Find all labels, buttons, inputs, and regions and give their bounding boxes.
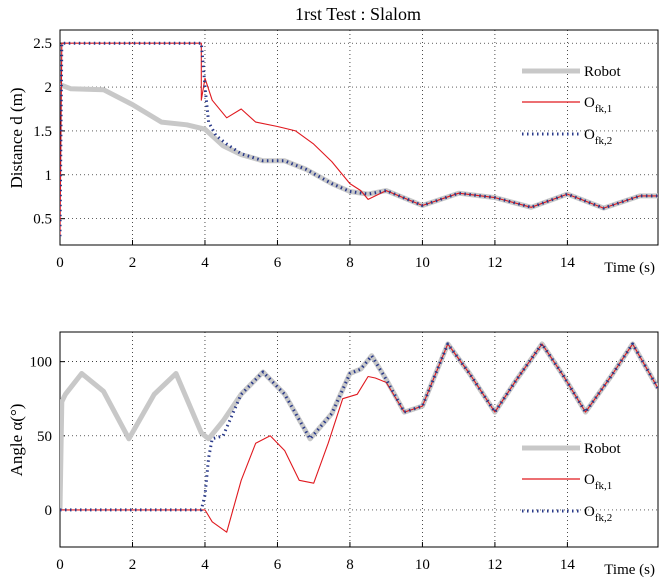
x-axis-label: Time (s) <box>604 260 655 276</box>
y-tick-label: 1 <box>45 168 53 184</box>
angle-chart: 0 2 4 6 8 10 12 14 0 50 100 Angle α(°) Time (s) Ro… <box>7 331 659 578</box>
y-tick-label: 2 <box>45 80 53 96</box>
tick-labels: 0 2 4 6 8 10 12 14 0.5 1 1.5 2 2.5 <box>33 36 575 271</box>
plot-frame <box>59 331 659 548</box>
series-line-ofk1 <box>60 42 658 237</box>
legend-label-robot: Robot <box>584 64 622 80</box>
legend-label-ofk2: Ofk,2 <box>584 504 612 524</box>
x-tick-label: 4 <box>201 557 209 573</box>
legend: Robot Ofk,1 Ofk,2 <box>522 441 622 524</box>
x-tick-label: 0 <box>56 557 64 573</box>
x-tick-label: 0 <box>56 255 64 271</box>
x-tick-label: 6 <box>274 557 282 573</box>
grid <box>59 332 658 547</box>
x-tick-label: 12 <box>487 557 502 573</box>
y-tick-label: 50 <box>37 429 52 445</box>
series-group <box>60 341 658 533</box>
x-tick-label: 10 <box>415 557 430 573</box>
legend: Robot Ofk,1 Ofk,2 <box>522 64 622 147</box>
series-line-ofk2 <box>60 41 658 237</box>
y-tick-label: 2.5 <box>33 36 52 52</box>
y-tick-label: 0 <box>45 503 53 519</box>
plot-frame <box>59 29 659 246</box>
legend-label-ofk1: Ofk,1 <box>584 95 612 115</box>
x-tick-label: 10 <box>415 255 430 271</box>
y-tick-label: 1.5 <box>33 124 52 140</box>
series-group <box>60 41 658 237</box>
x-tick-label: 6 <box>274 255 282 271</box>
x-tick-label: 2 <box>129 557 137 573</box>
x-tick-label: 8 <box>346 557 354 573</box>
x-axis-label: Time (s) <box>604 562 655 578</box>
legend-label-robot: Robot <box>584 441 622 457</box>
y-axis-label: Distance d (m) <box>7 87 26 188</box>
y-tick-label: 0.5 <box>33 212 52 228</box>
x-tick-label: 2 <box>129 255 137 271</box>
x-tick-label: 12 <box>487 255 502 271</box>
x-tick-label: 14 <box>560 255 576 271</box>
x-tick-label: 8 <box>346 255 354 271</box>
distance-chart: 0 2 4 6 8 10 12 14 0.5 1 1.5 2 2.5 Distance d (m) Ti… <box>7 29 659 276</box>
legend-label-ofk1: Ofk,1 <box>584 472 612 492</box>
tick-labels: 0 2 4 6 8 10 12 14 0 50 100 <box>30 355 576 573</box>
chart-title: 1rst Test : Slalom <box>295 4 421 24</box>
x-tick-label: 14 <box>560 557 576 573</box>
legend-label-ofk2: Ofk,2 <box>584 127 612 147</box>
y-axis-label: Angle α(°) <box>7 404 26 477</box>
grid <box>59 30 658 245</box>
y-tick-label: 100 <box>30 355 53 371</box>
x-tick-label: 4 <box>201 255 209 271</box>
series-line-ofk2 <box>60 342 658 512</box>
